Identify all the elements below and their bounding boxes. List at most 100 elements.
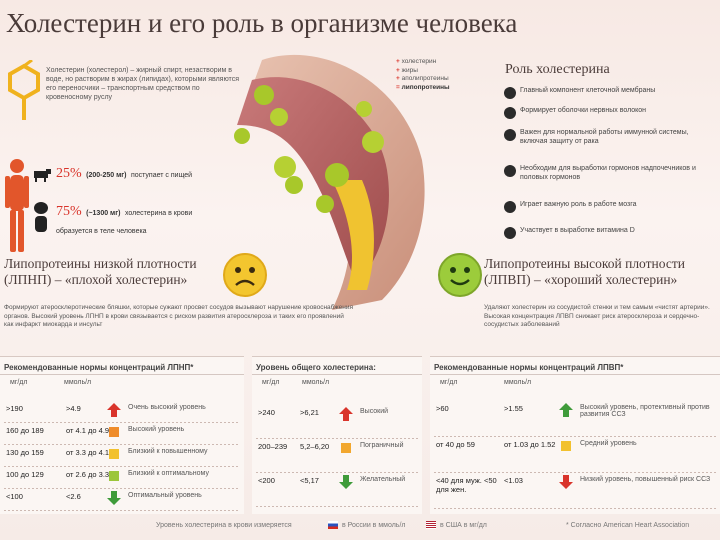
footer-measure: Уровень холестерина в крови измеряется [156, 522, 292, 529]
value-mmol: от 3.3 до 4.1 [66, 448, 110, 457]
level-square-icon [109, 471, 119, 481]
ldl-col-mmol: ммоль/л [64, 379, 92, 386]
role-item: Формирует оболочки нервных волокон [504, 106, 704, 119]
value-mg: <40 для муж. <50 для жен. [436, 476, 497, 494]
value-mg: >60 [436, 404, 449, 413]
level-indicator [106, 490, 122, 506]
total-table-title: Уровень общего холестерина: [252, 357, 422, 375]
value-mmol: <2.6 [66, 492, 81, 501]
level-label: Оптимальный уровень [128, 492, 202, 499]
source-body: 75% (~1300 мг) холестерина в крови образ… [56, 204, 193, 235]
sad-face-icon [223, 253, 267, 297]
intro-text: Холестерин (холестерол) – жирный спирт, … [46, 67, 239, 101]
value-mg: >190 [6, 404, 23, 413]
level-indicator [106, 468, 122, 484]
value-mg: 200–239 [258, 442, 288, 451]
shield-icon [504, 129, 516, 141]
lipoprotein-legend: + холестерин + жиры + аполипротеины = ли… [396, 58, 450, 91]
row-divider [4, 444, 240, 445]
level-label: Близкий к повышенному [128, 448, 208, 455]
role-item: Важен для нормальной работы иммунной сис… [504, 128, 704, 146]
row-divider [4, 466, 240, 467]
level-indicator [338, 440, 354, 456]
table-row: 160 до 189 от 4.1 до 4.9 Высокий уровень [0, 423, 244, 445]
source-food: 25% (200-250 мг) поступает с пищей [56, 166, 193, 181]
table-row: от 40 до 59 от 1.03 до 1.52 Средний уровен… [430, 437, 720, 473]
hdl-description: Удаляют холестерин из сосудистой стенки … [484, 304, 710, 328]
ldl-heading: Липопротеины низкой плотности (ЛПНП) – «… [4, 256, 197, 287]
level-square-icon [109, 427, 119, 437]
level-indicator [106, 446, 122, 462]
role-item: Участвует в выработке витамина D [504, 226, 704, 239]
level-indicator [338, 474, 354, 490]
legend-item-cholesterol: холестерин [401, 58, 437, 65]
value-mmol: от 2.6 до 3.3 [66, 470, 110, 479]
table-row: <40 для муж. <50 для жен. <1.03 Низкий уро… [430, 473, 720, 509]
level-square-icon [109, 449, 119, 459]
level-label: Желательный [360, 476, 406, 483]
level-indicator [106, 402, 122, 418]
table-row: <100 <2.6 Оптимальный уровень [0, 489, 244, 511]
table-row: >190 >4.9 Очень высокий уровень [0, 401, 244, 423]
arrow-down-icon [339, 475, 353, 489]
value-mg: от 40 до 59 [436, 440, 475, 449]
arrow-up-icon [107, 403, 121, 417]
table-row: 130 до 159 от 3.3 до 4.1 Близкий к повышен… [0, 445, 244, 467]
role-item: Главный компонент клеточной мембраны [504, 86, 704, 99]
level-indicator [338, 406, 354, 422]
footer-note: * Согласно American Heart Association [566, 522, 690, 529]
hdl-col-mg: мг/дл [440, 379, 458, 386]
level-label: Высокий [360, 408, 389, 415]
value-mg: 160 до 189 [6, 426, 44, 435]
level-square-icon [561, 441, 571, 451]
usa-flag-icon [426, 521, 436, 529]
hdl-table-title: Рекомендованные нормы концентраций ЛПВП* [430, 357, 720, 375]
value-mg: >240 [258, 408, 275, 417]
table-row: >60 >1.55 Высокий уровень, протективный пр… [430, 401, 720, 437]
table-row: <200 <5,17 Желательный [252, 473, 422, 507]
row-divider [4, 422, 240, 423]
legend-item-fats: жиры [401, 66, 418, 74]
ldl-norms-table: Рекомендованные нормы концентраций ЛПНП*… [0, 356, 244, 514]
total-col-mmol: ммоль/л [302, 379, 330, 386]
row-divider [256, 438, 418, 439]
legend-item-apolipoproteins: аполипротеины [401, 75, 449, 82]
level-label: Низкий уровень, повышенный риск ССЗ [580, 476, 711, 483]
hdl-col-mmol: ммоль/л [504, 379, 532, 386]
value-mmol: <5,17 [300, 476, 319, 485]
vitamin-d-icon [504, 227, 516, 239]
arrow-down-icon [107, 491, 121, 505]
row-divider [434, 508, 716, 509]
level-label: Высокий уровень [128, 426, 185, 433]
happy-face-icon [438, 253, 482, 297]
value-mmol: от 1.03 до 1.52 [504, 440, 556, 449]
value-mg: 130 до 159 [6, 448, 44, 457]
row-divider [256, 506, 418, 507]
arrow-up-icon [339, 407, 353, 421]
level-label: Близкий к оптимальному [128, 470, 209, 477]
human-body-icon [5, 159, 29, 252]
ldl-table-title: Рекомендованные нормы концентраций ЛПНП* [0, 357, 244, 375]
cow-icon [34, 169, 51, 182]
legend-result: липопротеины [401, 83, 450, 91]
value-mmol: <1.03 [504, 476, 523, 485]
arrow-up-icon [559, 403, 573, 417]
footer-usa: в США в мг/дл [440, 522, 487, 529]
ldl-description: Формируют атеросклеротические бляшки, ко… [4, 304, 354, 328]
ldl-col-mg: мг/дл [10, 379, 28, 386]
cell-icon [504, 87, 516, 99]
value-mmol: 5,2–6,20 [300, 442, 330, 451]
row-divider [434, 436, 716, 437]
level-square-icon [341, 443, 351, 453]
value-mmol: от 4.1 до 4.9 [66, 426, 110, 435]
cholesterol-molecule-icon [8, 60, 40, 120]
row-divider [4, 488, 240, 489]
page-title: Холестерин и его роль в организме челове… [6, 8, 518, 38]
organs-icon [34, 202, 48, 232]
table-row: 200–239 5,2–6,20 Пограничный [252, 439, 422, 473]
table-row: 100 до 129 от 2.6 до 3.3 Близкий к оптимал… [0, 467, 244, 489]
row-divider [434, 472, 716, 473]
table-row: >240 >6,21 Высокий [252, 405, 422, 439]
level-label: Очень высокий уровень [128, 404, 206, 411]
